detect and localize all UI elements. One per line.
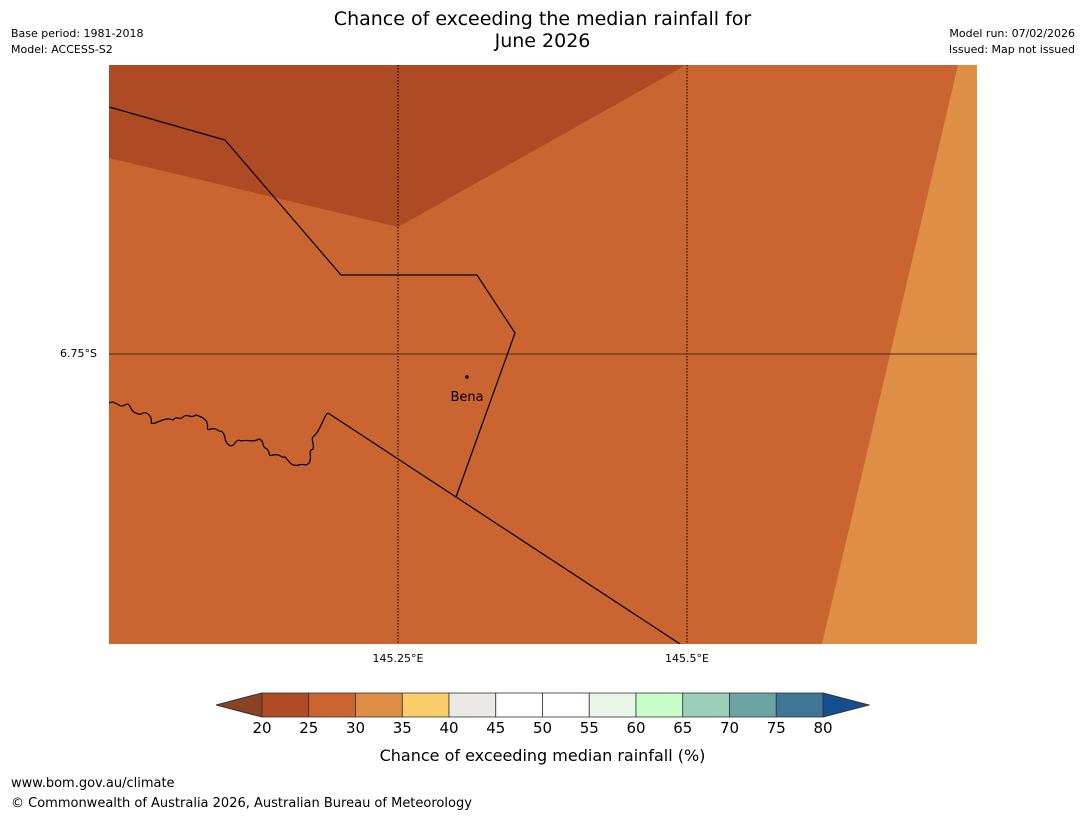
colorbar-tick-label: 30: [345, 719, 366, 737]
colorbar-cell: [355, 692, 403, 718]
colorbar-tick-label: 20: [252, 719, 272, 737]
colorbar-tick-label: 45: [486, 719, 506, 737]
latitude-label: 6.75°S: [60, 347, 97, 360]
colorbar-cell: [261, 692, 310, 718]
colorbar-tick-label: 70: [719, 719, 740, 737]
title-line-2: June 2026: [494, 30, 591, 52]
colorbar-cell: [635, 692, 684, 718]
issued-status: Issued: Map not issued: [948, 43, 1075, 56]
coastline: [109, 401, 329, 466]
colorbar-cell: [542, 692, 590, 718]
footer-url[interactable]: www.bom.gov.au/climate: [11, 776, 175, 791]
model-run: Model run: 07/02/2026: [949, 27, 1075, 40]
colorbar-cell: [682, 692, 730, 718]
title-line-1: Chance of exceeding the median rainfall …: [333, 8, 752, 30]
colorbar-tick-label: 60: [626, 719, 646, 737]
colorbar-max-extension: [822, 692, 870, 718]
colorbar-cell: [775, 692, 824, 718]
model-name: Model: ACCESS-S2: [11, 43, 113, 56]
province-boundary: [109, 106, 516, 498]
colorbar-tick-label: 50: [532, 719, 553, 737]
colorbar-cell: [448, 692, 497, 718]
forecast-map: Bena: [109, 65, 977, 644]
map-title: Chance of exceeding the median rainfall …: [0, 8, 1085, 52]
colorbar-tick-label: 40: [439, 719, 459, 737]
colorbar-cell: [401, 692, 450, 718]
province-boundary-south: [327, 412, 681, 644]
town-label-bena: Bena: [450, 390, 483, 405]
colorbar: [216, 692, 870, 718]
colorbar-tick-label: 65: [673, 719, 693, 737]
base-period: Base period: 1981-2018: [11, 27, 144, 40]
colorbar-title: Chance of exceeding median rainfall (%): [379, 746, 706, 765]
colorbar-tick-label: 25: [299, 719, 319, 737]
colorbar-tick-label: 55: [579, 719, 599, 737]
colorbar-tick-label: 80: [813, 719, 833, 737]
colorbar-tick-label: 35: [392, 719, 412, 737]
colorbar-cell: [588, 692, 637, 718]
longitude-label-145-5: 145.5°E: [665, 652, 709, 665]
colorbar-min-extension: [216, 692, 263, 718]
colorbar-cell: [729, 692, 777, 718]
longitude-label-145-25: 145.25°E: [372, 652, 424, 665]
town-marker: [465, 375, 469, 379]
colorbar-tick-label: 75: [766, 719, 786, 737]
colorbar-cell: [308, 692, 356, 718]
footer-copyright: © Commonwealth of Australia 2026, Austra…: [11, 796, 472, 811]
colorbar-cell: [495, 692, 543, 718]
